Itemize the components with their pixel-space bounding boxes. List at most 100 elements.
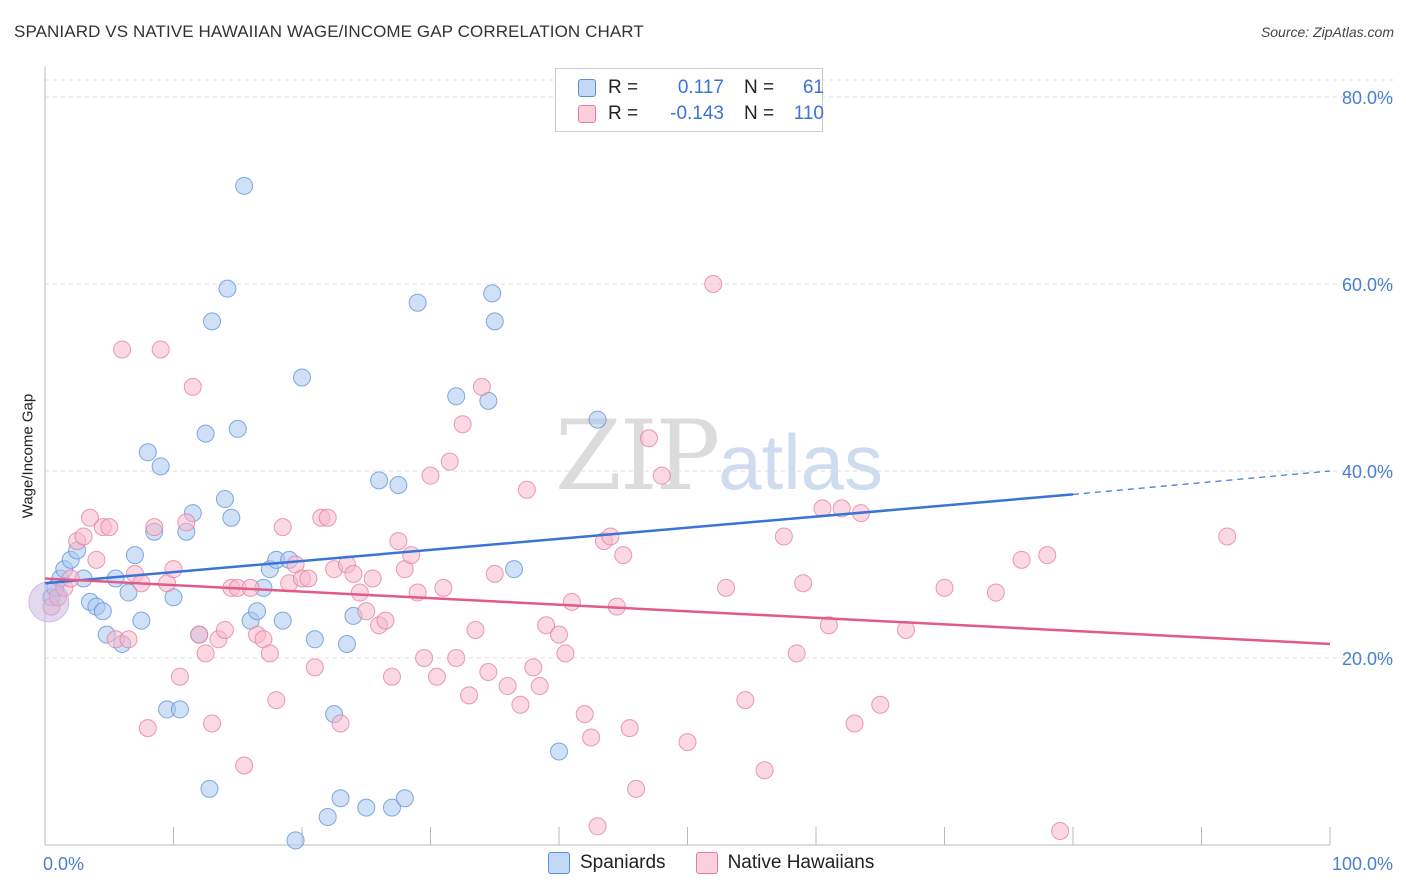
spaniards-point [447, 387, 466, 406]
series-swatch-native-hawaiians [695, 852, 718, 874]
native-hawaiians-point [331, 714, 350, 733]
native-hawaiians-point [170, 667, 189, 686]
spaniards-point [222, 508, 241, 527]
spaniards-point [215, 490, 234, 509]
spaniards-point [318, 807, 337, 826]
spaniards-point [550, 742, 568, 761]
native-hawaiians-point [485, 564, 504, 583]
spaniards-point [119, 583, 138, 602]
native-hawaiians-point [466, 620, 485, 639]
native-hawaiians-point [196, 644, 215, 663]
native-hawaiians-point [145, 518, 164, 537]
spaniards-point [196, 424, 215, 443]
native-hawaiians-point [80, 508, 99, 527]
native-hawaiians-point [421, 466, 440, 485]
watermark-atlas: atlas [718, 418, 883, 506]
native-hawaiians-point [550, 625, 568, 644]
series-legend-native-hawaiians: Native Hawaiians [695, 852, 875, 874]
spaniards-point [170, 700, 189, 719]
native-hawaiians-point [588, 817, 607, 836]
series-label-spaniards: Spaniards [580, 852, 666, 873]
native-hawaiians-point [601, 527, 620, 546]
native-hawaiians-point [1218, 527, 1237, 546]
spaniards-point [293, 368, 311, 387]
native-hawaiians-point [639, 429, 658, 448]
native-hawaiians-point [1038, 546, 1057, 565]
source-credit: Source: ZipAtlas.com [1260, 24, 1394, 40]
native-hawaiians-point [832, 499, 851, 518]
native-hawaiians-point [498, 677, 517, 696]
spaniards-point [203, 312, 222, 331]
spaniards-point [485, 312, 504, 331]
series-swatch-spaniards [548, 852, 570, 874]
spaniards-point [395, 789, 414, 808]
watermark-zip: ZIP [555, 400, 720, 512]
legend-row-native-hawaiians: R = -0.143 N = 110 [578, 103, 824, 125]
spaniards-point [305, 630, 324, 649]
native-hawaiians-point [652, 466, 671, 485]
native-hawaiians-point [151, 340, 170, 359]
native-hawaiians-point [74, 527, 93, 546]
native-hawaiians-point [787, 644, 806, 663]
legend-swatch-spaniards [578, 79, 596, 97]
spaniards-point [132, 611, 151, 630]
native-hawaiians-point [376, 611, 395, 630]
spaniards-point [331, 789, 350, 808]
native-hawaiians-point [389, 532, 408, 551]
native-hawaiians-point [447, 649, 466, 667]
native-hawaiians-point [318, 508, 337, 527]
y-tick-label: 40.0% [1342, 462, 1393, 482]
native-hawaiians-point [177, 513, 196, 532]
native-hawaiians-point [235, 756, 254, 775]
legend-n-value-native-hawaiians: 110 [793, 103, 824, 124]
legend-r-value-native-hawaiians: -0.143 [670, 103, 724, 124]
native-hawaiians-point [524, 658, 543, 677]
native-hawaiians-point [530, 677, 549, 696]
series-legend: Spaniards Native Hawaiians [548, 852, 904, 874]
native-hawaiians-point [614, 546, 633, 565]
native-hawaiians-point [871, 695, 890, 714]
native-hawaiians-point [402, 546, 421, 565]
native-hawaiians-point [556, 644, 575, 663]
native-hawaiians-point [100, 518, 119, 537]
spaniards-point [151, 457, 170, 476]
spaniards-point [125, 546, 144, 565]
native-hawaiians-point [774, 527, 793, 546]
native-hawaiians-point [537, 616, 556, 635]
native-hawaiians-point [472, 377, 491, 396]
series-legend-spaniards: Spaniards [548, 852, 666, 874]
native-hawaiians-point [119, 630, 138, 649]
y-tick-label: 80.0% [1342, 88, 1393, 108]
spaniards-point [370, 471, 389, 490]
x-tick-label: 0.0% [43, 854, 84, 874]
native-hawaiians-point [87, 550, 106, 569]
legend-swatch-native-hawaiians [578, 105, 596, 123]
spaniards-point [218, 279, 237, 298]
native-hawaiians-point [896, 620, 915, 639]
native-hawaiians-point [357, 602, 376, 621]
native-hawaiians-point [1012, 550, 1031, 569]
native-hawaiians-point [113, 340, 132, 359]
spaniards-point [588, 410, 607, 429]
native-hawaiians-point [511, 695, 530, 714]
spaniards-point [389, 476, 408, 495]
legend-r-label: R = [608, 77, 639, 98]
series-label-native-hawaiians: Native Hawaiians [727, 852, 875, 873]
spaniards-point [273, 611, 292, 630]
spaniards-point [337, 634, 356, 653]
y-tick-label: 20.0% [1342, 649, 1393, 669]
native-hawaiians-point [299, 569, 318, 588]
native-hawaiians-point [305, 658, 324, 677]
native-hawaiians-point [190, 625, 209, 644]
stats-legend: R = 0.117 N = 61 R = -0.143 N = 110 [555, 68, 824, 132]
native-hawaiians-point [627, 779, 646, 798]
legend-r-value-spaniards: 0.117 [677, 77, 724, 98]
native-hawaiians-point [460, 686, 479, 705]
x-tick-label: 100.0% [1332, 854, 1393, 874]
native-hawaiians-point [704, 275, 723, 293]
native-hawaiians-point [183, 377, 202, 396]
native-hawaiians-trend-line [44, 577, 1331, 646]
spaniards-point [382, 798, 401, 817]
native-hawaiians-point [260, 644, 279, 663]
